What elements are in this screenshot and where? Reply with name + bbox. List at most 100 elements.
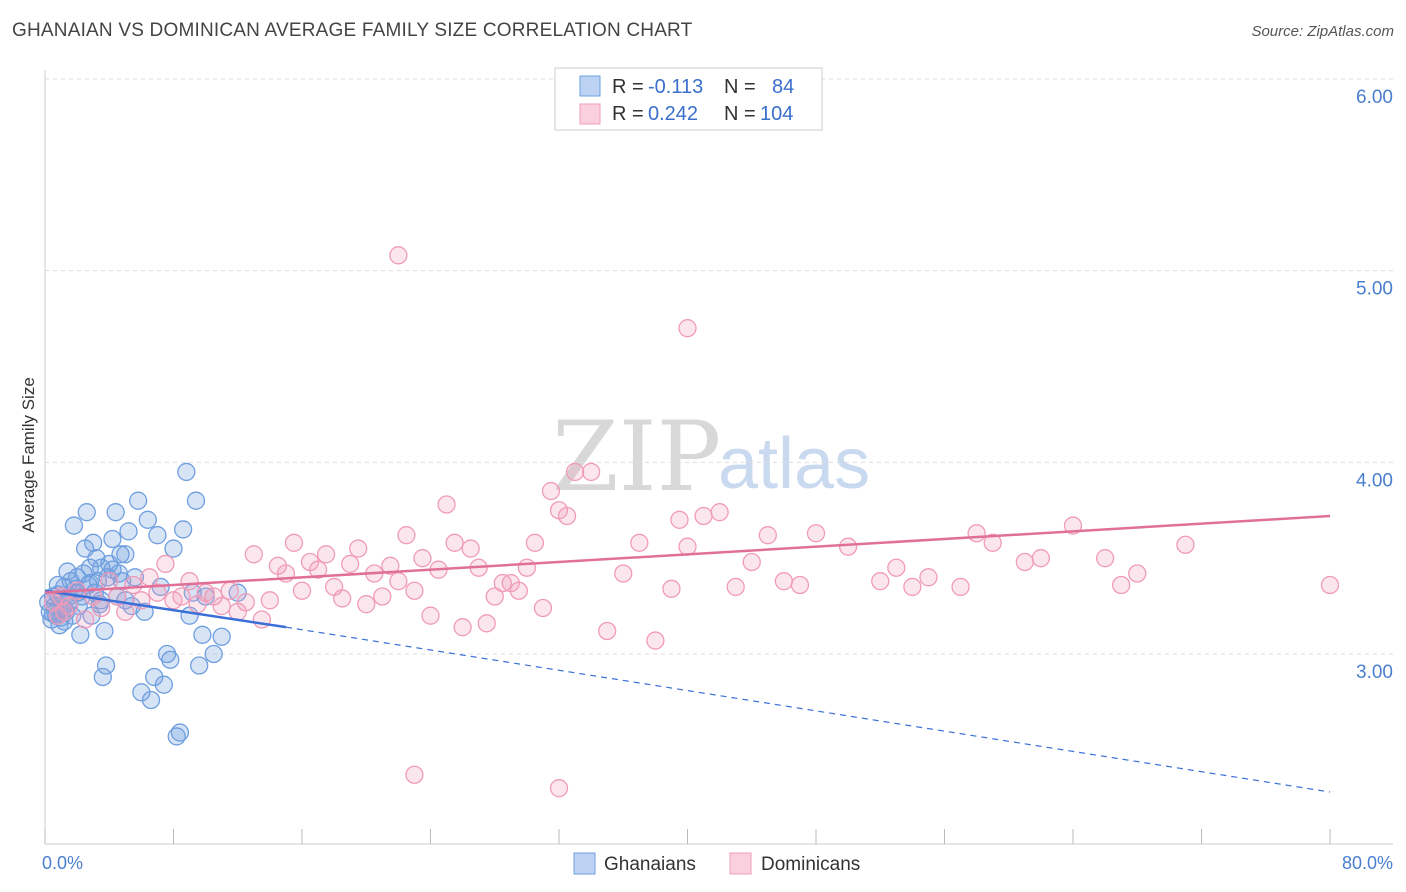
ghanaian-point-55 bbox=[148, 526, 167, 545]
dominican-point-69 bbox=[598, 621, 617, 641]
correlation-legend: R = -0.113 N = 84 R = 0.242 N = 104 bbox=[554, 67, 823, 131]
dominican-point-74 bbox=[670, 510, 689, 529]
ghanaian-trendline bbox=[44, 589, 287, 629]
dominican-point-64 bbox=[541, 481, 561, 501]
dominican-point-54 bbox=[461, 539, 480, 558]
ghanaian-point-60 bbox=[164, 539, 183, 558]
axes bbox=[44, 70, 1393, 845]
ghanaian-point-40 bbox=[106, 503, 125, 522]
series-legend: Ghanaians Dominicans bbox=[573, 852, 860, 875]
dominican-point-18 bbox=[172, 587, 191, 606]
watermark-zip: ZIP bbox=[552, 401, 721, 513]
dominican-point-70 bbox=[614, 564, 633, 583]
dominican-point-57 bbox=[485, 587, 504, 606]
dominican-point-67 bbox=[565, 462, 585, 482]
legend-n-label-dominican: N = bbox=[724, 103, 756, 125]
dominican-point-100 bbox=[389, 246, 408, 265]
dominican-point-71 bbox=[630, 533, 649, 552]
dominican-point-49 bbox=[421, 606, 440, 625]
gridlines bbox=[45, 78, 1393, 655]
dominican-point-4 bbox=[59, 596, 79, 616]
ghanaian-point-20 bbox=[71, 625, 90, 644]
dominican-point-93 bbox=[1031, 549, 1051, 568]
dominican-point-91 bbox=[983, 533, 1002, 552]
dominican-point-14 bbox=[140, 568, 159, 587]
trendlines bbox=[44, 514, 1331, 793]
dominican-point-23 bbox=[212, 596, 231, 616]
ghanaian-point-68 bbox=[190, 656, 209, 675]
dominican-point-6 bbox=[76, 610, 95, 629]
dominican-point-102 bbox=[405, 765, 424, 784]
dominican-point-98 bbox=[1176, 535, 1195, 554]
series-legend-swatch-ghanaians bbox=[573, 852, 596, 875]
dominican-point-45 bbox=[389, 572, 408, 591]
dominican-point-81 bbox=[774, 572, 794, 591]
dominican-point-15 bbox=[148, 583, 167, 602]
dominican-point-68 bbox=[581, 462, 601, 482]
ghanaian-point-57 bbox=[154, 675, 174, 694]
ghanaian-point-43 bbox=[111, 545, 130, 564]
dominican-point-77 bbox=[710, 503, 729, 522]
watermark-atlas: atlas bbox=[718, 424, 870, 504]
series-legend-label-dominicans: Dominicans bbox=[761, 854, 860, 875]
ghanaian-point-54 bbox=[145, 667, 164, 687]
y-tick-label-2: 5.00 bbox=[1356, 279, 1393, 300]
dominican-point-35 bbox=[308, 560, 328, 579]
dominican-point-66 bbox=[557, 506, 577, 526]
ghanaian-point-36 bbox=[96, 656, 116, 675]
dominican-point-90 bbox=[967, 524, 986, 543]
legend-r-label-ghanaian: R = bbox=[612, 76, 644, 98]
dominican-point-80 bbox=[758, 526, 777, 545]
dominican-point-76 bbox=[694, 506, 713, 526]
dominican-points bbox=[43, 246, 1340, 798]
dominican-point-8 bbox=[92, 598, 111, 618]
dominican-point-88 bbox=[919, 568, 938, 587]
dominican-point-44 bbox=[381, 556, 400, 575]
ghanaian-point-50 bbox=[132, 683, 151, 702]
ghanaian-point-52 bbox=[138, 510, 157, 529]
legend-n-dominican: 104 bbox=[760, 103, 793, 125]
ghanaian-point-63 bbox=[173, 520, 193, 539]
ghanaian-point-81 bbox=[116, 545, 135, 564]
legend-swatch-ghanaian bbox=[579, 75, 601, 97]
legend-swatch-dominican bbox=[579, 103, 601, 125]
dominican-point-29 bbox=[260, 591, 280, 610]
dominican-point-27 bbox=[244, 545, 263, 564]
ghanaian-point-28 bbox=[84, 533, 103, 552]
dominican-point-62 bbox=[525, 533, 545, 552]
dominican-point-63 bbox=[533, 598, 553, 618]
y-tick-label-0: 3.00 bbox=[1356, 662, 1393, 683]
dominican-point-83 bbox=[806, 524, 826, 543]
ghanaian-point-12 bbox=[58, 562, 77, 581]
ghanaian-point-72 bbox=[212, 627, 231, 646]
dominican-point-9 bbox=[100, 572, 119, 591]
dominican-point-79 bbox=[742, 552, 761, 572]
dominican-point-3 bbox=[55, 602, 74, 621]
dominican-point-101 bbox=[678, 319, 697, 338]
dominican-point-56 bbox=[477, 614, 496, 633]
dominican-point-16 bbox=[156, 554, 175, 574]
dominican-point-53 bbox=[453, 618, 472, 637]
dominican-point-39 bbox=[341, 554, 360, 574]
dominican-point-78 bbox=[726, 577, 745, 597]
legend-n-label-ghanaian: N = bbox=[724, 76, 756, 98]
dominican-point-12 bbox=[124, 575, 143, 595]
dominican-point-97 bbox=[1128, 564, 1147, 583]
x-tick-label-max: 80.0% bbox=[1342, 853, 1393, 873]
chart-title: GHANAIAN VS DOMINICAN AVERAGE FAMILY SIZ… bbox=[12, 20, 693, 41]
x-tick-label-min: 0.0% bbox=[42, 853, 83, 873]
dominican-point-84 bbox=[838, 537, 858, 556]
ghanaian-point-80 bbox=[103, 560, 122, 579]
ghanaian-point-48 bbox=[125, 568, 145, 587]
ghanaian-point-64 bbox=[177, 462, 196, 482]
dominican-point-87 bbox=[903, 577, 922, 597]
dominican-point-48 bbox=[413, 549, 432, 568]
legend-r-ghanaian: -0.113 bbox=[648, 76, 703, 98]
legend-r-label-dominican: R = bbox=[612, 103, 644, 125]
dominican-point-41 bbox=[357, 595, 376, 614]
dominican-point-26 bbox=[236, 593, 255, 612]
dominican-point-96 bbox=[1112, 575, 1131, 595]
source-credit: Source: ZipAtlas.com bbox=[1251, 23, 1394, 40]
y-axis-title: Average Family Size bbox=[19, 377, 38, 533]
